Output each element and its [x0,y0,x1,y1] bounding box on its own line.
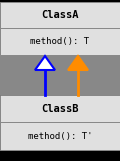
Text: ClassA: ClassA [41,10,79,20]
Bar [0,122,120,150]
Text: method(): T: method(): T [30,37,90,46]
Bar [0,2,120,28]
Text: method(): T': method(): T' [28,132,92,141]
Bar [0,28,120,55]
Text: ClassB: ClassB [41,104,79,114]
Polygon shape [35,56,55,70]
Bar [0,95,120,122]
Bar [0,55,120,95]
Polygon shape [68,56,88,70]
